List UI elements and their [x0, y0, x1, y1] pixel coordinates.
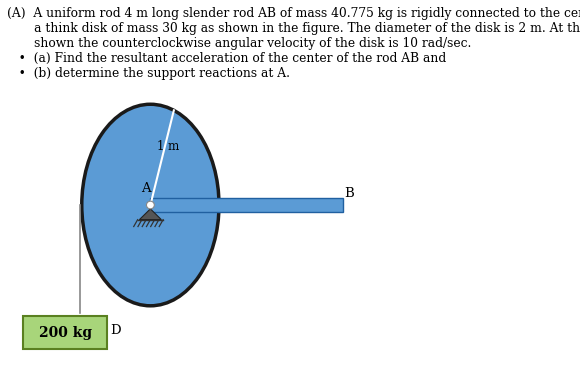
Bar [23, 317, 107, 349]
Text: 200 kg: 200 kg [38, 326, 92, 340]
Text: 1 m: 1 m [157, 140, 180, 152]
Text: B: B [345, 187, 354, 200]
Text: (A)  A uniform rod 4 m long slender rod AB of mass 40.775 kg is rigidly connecte: (A) A uniform rod 4 m long slender rod A… [8, 7, 580, 80]
Bar [150, 198, 343, 212]
Polygon shape [139, 209, 161, 220]
Text: A: A [140, 182, 150, 195]
Circle shape [147, 201, 154, 209]
Ellipse shape [82, 104, 219, 306]
Text: D: D [110, 324, 121, 337]
